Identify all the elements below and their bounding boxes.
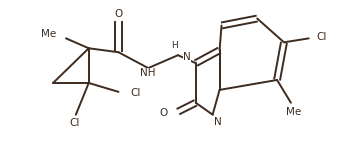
Text: O: O <box>114 9 122 19</box>
Text: Cl: Cl <box>130 88 141 98</box>
Text: Me: Me <box>286 107 301 117</box>
Text: H: H <box>172 41 178 50</box>
Text: N: N <box>214 117 222 127</box>
Text: N: N <box>183 52 191 62</box>
Text: O: O <box>160 108 168 118</box>
Text: Cl: Cl <box>317 32 327 42</box>
Text: Me: Me <box>41 29 56 39</box>
Text: Cl: Cl <box>69 118 79 128</box>
Text: NH: NH <box>141 68 156 78</box>
